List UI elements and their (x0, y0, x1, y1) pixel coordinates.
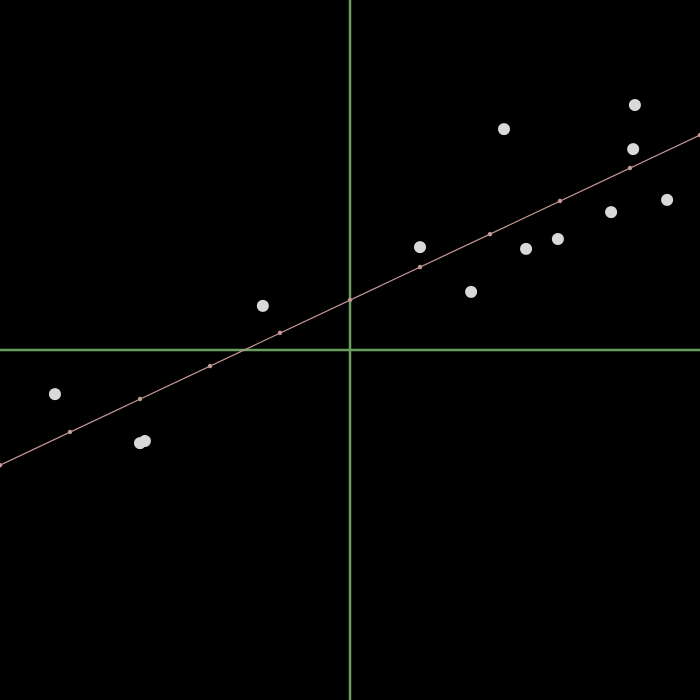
data-point (627, 143, 640, 156)
fit-line-marker (67, 429, 73, 435)
fit-line-marker (0, 462, 3, 468)
fit-line-marker (347, 297, 353, 303)
data-point (520, 242, 533, 255)
data-point (48, 388, 61, 401)
data-point (256, 299, 269, 312)
fit-line-marker (277, 330, 283, 336)
data-point (498, 123, 510, 136)
data-points (48, 99, 674, 450)
data-point (551, 233, 564, 246)
fit-line-marker (697, 132, 700, 138)
data-point (465, 285, 478, 298)
data-point (628, 99, 641, 111)
data-point (414, 241, 426, 254)
fit-line-marker (627, 165, 633, 171)
fit-line-marker (417, 264, 423, 270)
data-point (138, 435, 151, 447)
fit-line-group (0, 132, 700, 468)
data-point (605, 206, 618, 219)
data-point (661, 193, 674, 206)
fit-line-marker (207, 363, 213, 369)
fit-line-marker (557, 198, 563, 204)
fit-line-marker (487, 231, 493, 237)
fit-line-marker (137, 396, 143, 402)
